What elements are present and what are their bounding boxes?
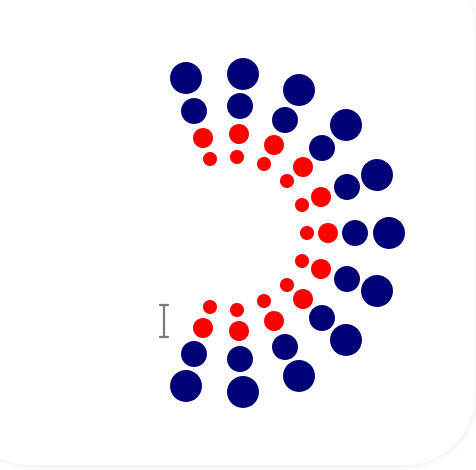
blue-dot-2 — [227, 58, 259, 90]
red-dot-2 — [229, 124, 249, 144]
blue-dot-8 — [330, 324, 362, 356]
red-dot-3 — [264, 135, 284, 155]
blue-dot-15 — [309, 135, 335, 161]
red-dot-20 — [257, 294, 271, 308]
blue-dot-14 — [272, 107, 298, 133]
i-beam-cursor-icon — [158, 303, 170, 339]
red-dot-19 — [280, 278, 294, 292]
outer-blue-dots — [170, 58, 405, 408]
red-dot-1 — [193, 128, 213, 148]
red-dot-4 — [293, 157, 313, 177]
blue-dot-16 — [334, 174, 360, 200]
blue-dot-6 — [373, 217, 405, 249]
red-dot-8 — [293, 289, 313, 309]
blue-dot-9 — [283, 360, 315, 392]
red-dot-12 — [203, 152, 217, 166]
blue-dot-19 — [309, 305, 335, 331]
blue-dot-21 — [227, 346, 253, 372]
blue-dot-5 — [361, 159, 393, 191]
red-dot-18 — [295, 254, 309, 268]
red-dot-22 — [203, 300, 217, 314]
blue-dot-7 — [361, 275, 393, 307]
red-dot-10 — [229, 321, 249, 341]
red-dot-14 — [257, 157, 271, 171]
blue-dot-11 — [170, 370, 202, 402]
red-dot-6 — [318, 223, 338, 243]
blue-dot-1 — [170, 62, 202, 94]
red-dot-5 — [311, 187, 331, 207]
blue-dot-12 — [181, 98, 207, 124]
red-dot-15 — [280, 174, 294, 188]
red-dot-9 — [264, 311, 284, 331]
red-dot-7 — [311, 259, 331, 279]
blue-dot-22 — [181, 341, 207, 367]
blue-dot-20 — [272, 334, 298, 360]
red-dot-13 — [230, 150, 244, 164]
blue-dot-17 — [342, 220, 368, 246]
red-dot-11 — [193, 318, 213, 338]
blue-dot-13 — [227, 93, 253, 119]
red-dot-16 — [295, 198, 309, 212]
inner-red-dots — [193, 124, 338, 341]
blue-dot-18 — [334, 266, 360, 292]
red-dot-17 — [300, 226, 314, 240]
blue-dot-3 — [283, 74, 315, 106]
blue-dot-4 — [330, 109, 362, 141]
blue-dot-10 — [227, 376, 259, 408]
red-dot-21 — [230, 303, 244, 317]
